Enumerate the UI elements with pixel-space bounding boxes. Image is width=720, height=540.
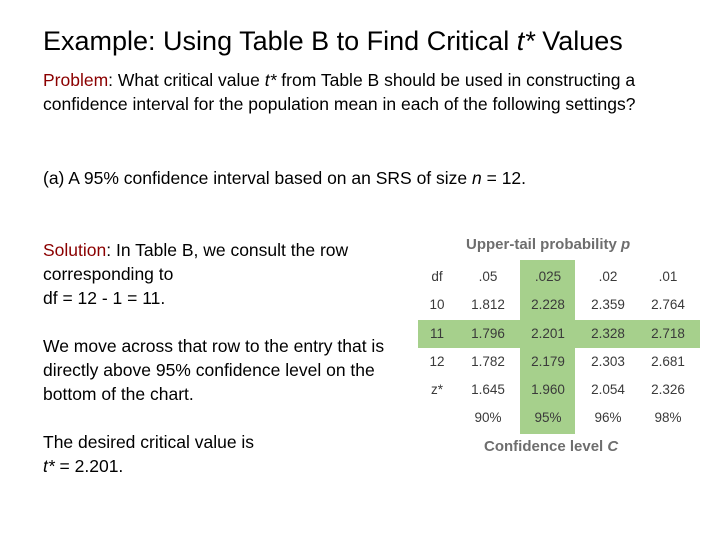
table-cell: 1.796	[471, 326, 505, 341]
part-a-text: (a) A 95% confidence interval based on a…	[43, 168, 527, 188]
confidence-caption: Confidence level C	[484, 438, 619, 455]
table-cell: 2.201	[531, 326, 565, 341]
table-cell: 2.303	[591, 354, 625, 369]
header-col: .02	[598, 269, 618, 284]
solution-label: Solution	[43, 240, 107, 260]
table-cell: 1.812	[471, 297, 505, 312]
header-col: .025	[534, 269, 562, 284]
table-cell: 2.359	[591, 297, 625, 312]
table-cell: 2.228	[531, 297, 565, 312]
header-col: .01	[658, 269, 678, 284]
row-label: 10	[429, 297, 445, 312]
header-col: .05	[478, 269, 498, 284]
table-cell: 1.782	[471, 354, 505, 369]
confidence-level: 95%	[534, 410, 562, 425]
solution-paragraph-3: The desired critical value is t* = 2.201.	[43, 432, 255, 476]
header-df: df	[431, 269, 443, 284]
solution-text: Solution: In Table B, we consult the row…	[43, 238, 413, 502]
table-b-excerpt: Upper-tail probability p df .05 .025 .02…	[418, 232, 700, 462]
row-label: 11	[429, 326, 444, 341]
row-label: z*	[430, 382, 443, 397]
table-cell: 1.960	[531, 382, 565, 397]
table-cell: 2.326	[651, 382, 685, 397]
confidence-level: 90%	[474, 410, 502, 425]
table-cell: 2.718	[651, 326, 685, 341]
solution-paragraph-2: We move across that row to the entry tha…	[43, 336, 385, 404]
highlight-row	[418, 320, 700, 348]
solution-paragraph-1: Solution: In Table B, we consult the row…	[43, 240, 349, 308]
table-cell: 2.764	[651, 297, 685, 312]
upper-tail-caption: Upper-tail probability p	[466, 236, 631, 253]
row-label: 12	[429, 354, 445, 369]
problem-label: Problem	[43, 70, 109, 90]
confidence-level: 96%	[594, 410, 622, 425]
table-cell: 2.328	[591, 326, 625, 341]
table-cell: 2.054	[591, 382, 625, 397]
problem-text: Problem: What critical value t* from Tab…	[43, 70, 636, 114]
table-cell: 1.645	[471, 382, 505, 397]
table-cell: 2.179	[531, 354, 565, 369]
table-cell: 2.681	[651, 354, 685, 369]
slide-title: Example: Using Table B to Find Critical …	[43, 26, 623, 56]
confidence-level: 98%	[654, 410, 682, 425]
